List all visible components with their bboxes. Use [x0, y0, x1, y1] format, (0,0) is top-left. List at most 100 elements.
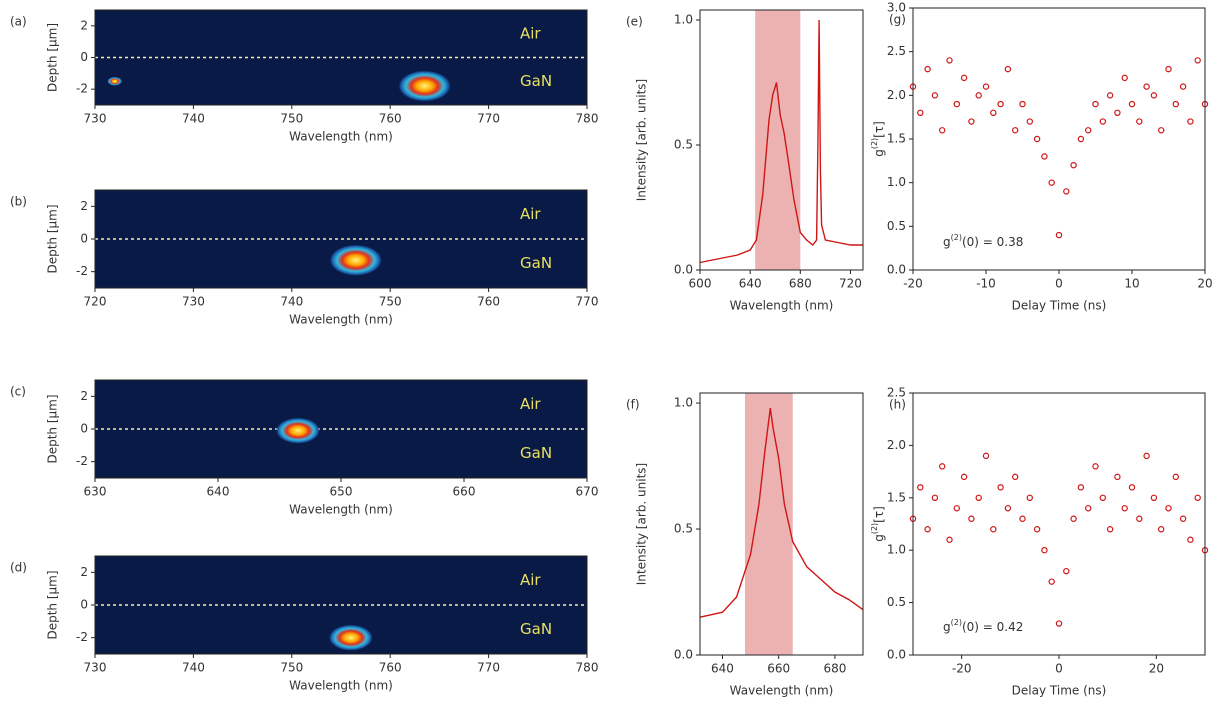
data-point	[932, 93, 937, 98]
y-tick-label: 1.5	[887, 490, 906, 504]
x-tick-label: 630	[84, 485, 107, 499]
y-tick-label: 0.5	[887, 219, 906, 233]
highlight-span	[755, 10, 800, 270]
data-point	[1071, 163, 1076, 168]
data-point	[932, 495, 937, 500]
x-tick-label: 730	[84, 112, 107, 126]
data-point	[918, 485, 923, 490]
x-tick-label: 20	[1149, 662, 1164, 676]
data-point	[1195, 495, 1200, 500]
x-tick-label: 740	[182, 661, 205, 675]
figure: AirGaN730740750760770780-202Wavelength (…	[0, 0, 1219, 719]
data-point	[983, 453, 988, 458]
data-point	[1195, 58, 1200, 63]
data-point	[962, 75, 967, 80]
y-tick-label: 1.0	[887, 175, 906, 189]
y-tick-label: 1.0	[674, 13, 693, 27]
data-point	[1086, 128, 1091, 133]
x-tick-label: 20	[1197, 277, 1212, 291]
y-axis-label: Intensity [arb. units]	[635, 79, 649, 201]
x-tick-label: 0	[1055, 277, 1063, 291]
panel-label: (f)	[626, 398, 640, 412]
data-point	[1144, 453, 1149, 458]
data-point	[1093, 464, 1098, 469]
data-point	[1181, 84, 1186, 89]
y-tick-label: 1.0	[674, 396, 693, 410]
x-tick-label: 770	[576, 295, 599, 309]
x-axis-label: Wavelength (nm)	[730, 684, 834, 698]
x-tick-label: -20	[952, 662, 972, 676]
g2-annotation-sup: (2)	[951, 618, 962, 627]
x-tick-label: 740	[182, 112, 205, 126]
annotation-gan: GaN	[520, 444, 552, 462]
x-tick-label: 730	[84, 661, 107, 675]
x-tick-label: 720	[839, 277, 862, 291]
x-tick-label: 680	[789, 277, 812, 291]
data-point	[991, 110, 996, 115]
x-tick-label: 770	[477, 112, 500, 126]
y-axis-label: Depth [µm]	[46, 204, 60, 273]
data-point	[918, 110, 923, 115]
y-tick-label: -2	[76, 630, 88, 644]
y-axis-label-sup: (2)	[870, 523, 879, 534]
panel-label: (h)	[889, 398, 906, 412]
data-point	[1181, 516, 1186, 521]
y-tick-label: 0.5	[674, 522, 693, 536]
data-point	[1159, 527, 1164, 532]
x-tick-label: 740	[280, 295, 303, 309]
annotation-gan: GaN	[520, 72, 552, 90]
y-tick-label: 0.0	[674, 648, 693, 662]
data-point	[1086, 506, 1091, 511]
x-tick-label: 750	[280, 661, 303, 675]
y-axis-label-text: [τ]	[872, 121, 886, 138]
y-tick-label: 2.5	[887, 44, 906, 58]
y-axis-label: Depth [µm]	[46, 23, 60, 92]
annotation-air: Air	[520, 24, 541, 42]
data-point	[1144, 84, 1149, 89]
x-tick-label: 770	[477, 661, 500, 675]
x-tick-label: -20	[903, 277, 923, 291]
g2-annotation: g(2)(0) = 0.38	[943, 233, 1023, 249]
y-tick-label: 2	[80, 389, 88, 403]
data-point	[1035, 136, 1040, 141]
data-point	[1035, 527, 1040, 532]
x-tick-label: 670	[576, 485, 599, 499]
x-tick-label: 660	[453, 485, 476, 499]
y-axis-label-base: g	[872, 149, 886, 157]
annotation-gan: GaN	[520, 254, 552, 272]
data-point	[976, 93, 981, 98]
panel-label: (b)	[10, 195, 27, 209]
g2-annotation-base: g	[943, 235, 951, 249]
x-axis-label: Delay Time (ns)	[1012, 299, 1107, 313]
y-tick-label: 2	[80, 199, 88, 213]
data-point	[1027, 495, 1032, 500]
data-point	[1173, 101, 1178, 106]
y-axis-label: g(2)[τ]	[870, 121, 886, 157]
panel-label: (e)	[626, 15, 643, 29]
y-axis-label-text: [τ]	[872, 506, 886, 523]
data-point	[1166, 506, 1171, 511]
data-point	[1115, 110, 1120, 115]
data-point	[1042, 154, 1047, 159]
x-tick-label: 660	[767, 662, 790, 676]
y-tick-label: 2.0	[887, 438, 906, 452]
x-tick-label: 650	[330, 485, 353, 499]
x-axis-label: Wavelength (nm)	[730, 299, 834, 313]
x-tick-label: 760	[379, 661, 402, 675]
g2-annotation-text: (0) = 0.38	[962, 235, 1023, 249]
annotation-air: Air	[520, 395, 541, 413]
x-axis-label: Wavelength (nm)	[289, 679, 393, 693]
data-point	[947, 537, 952, 542]
data-point	[983, 84, 988, 89]
x-axis-label: Wavelength (nm)	[289, 313, 393, 327]
highlight-span	[745, 393, 793, 655]
x-tick-label: 600	[689, 277, 712, 291]
x-tick-label: 780	[576, 112, 599, 126]
data-point	[1100, 119, 1105, 124]
data-point	[1122, 506, 1127, 511]
data-point	[1005, 506, 1010, 511]
data-point	[1151, 93, 1156, 98]
annotation-air: Air	[520, 571, 541, 589]
y-tick-label: 0	[80, 232, 88, 246]
data-point	[1137, 119, 1142, 124]
